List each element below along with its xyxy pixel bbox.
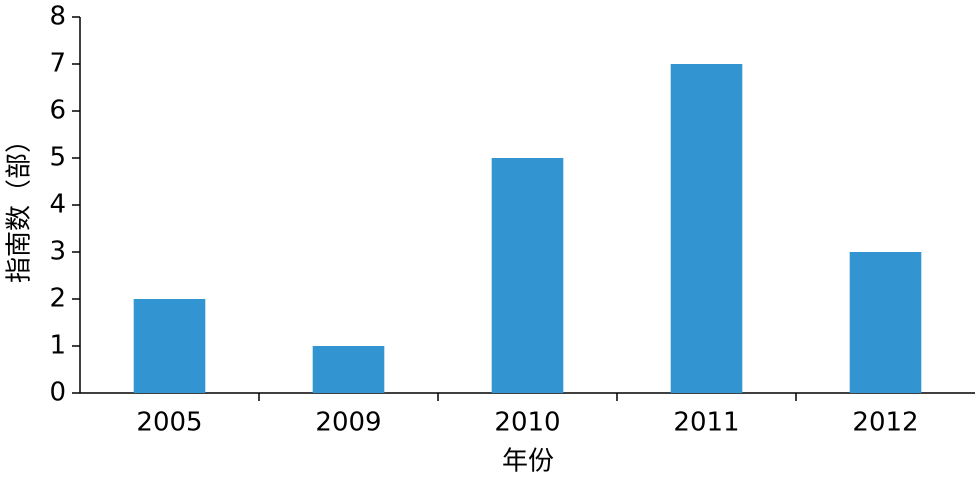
bar (312, 346, 385, 393)
x-tick-label: 2012 (852, 408, 918, 438)
y-tick-label: 5 (49, 143, 66, 173)
y-tick-label: 2 (49, 284, 66, 314)
y-tick-label: 0 (49, 378, 66, 408)
y-axis-label: 指南数（部） (5, 127, 35, 283)
y-tick-label: 4 (49, 190, 66, 220)
bar (133, 299, 206, 393)
y-tick-label: 6 (49, 96, 66, 126)
x-tick-label: 2011 (673, 408, 739, 438)
bar (491, 158, 564, 393)
y-tick-label: 3 (49, 237, 66, 267)
x-tick-label: 2005 (136, 408, 202, 438)
y-tick-label: 8 (49, 2, 66, 32)
bar (670, 64, 743, 393)
bar (849, 252, 922, 393)
y-tick-label: 7 (49, 49, 66, 79)
x-tick-label: 2009 (315, 408, 381, 438)
x-tick-label: 2010 (494, 408, 560, 438)
y-tick-label: 1 (49, 331, 66, 361)
x-axis-label: 年份 (502, 447, 554, 477)
